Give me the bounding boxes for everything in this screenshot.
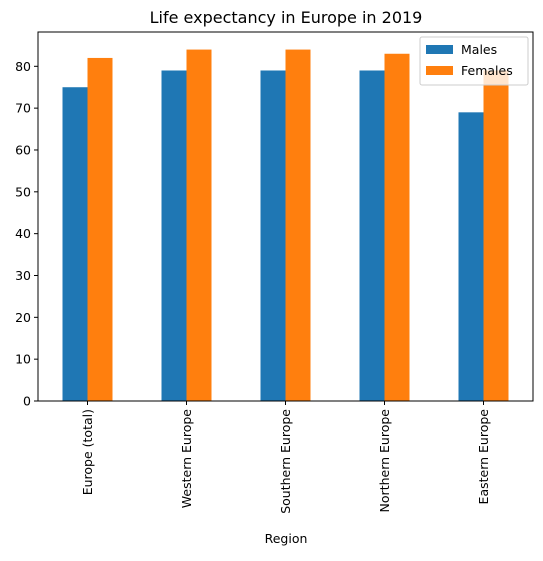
y-tick-label: 40 [15,226,31,241]
y-tick-label: 60 [15,142,31,157]
legend-swatch-males [426,45,453,54]
y-tick-label: 10 [15,352,31,367]
bar-females-western-europe [186,49,212,401]
legend: Males Females [419,36,529,86]
bars-layer [62,49,509,402]
legend-label-females: Females [461,63,513,78]
y-tick-label: 0 [23,394,31,409]
x-axis-label: Region [265,531,308,546]
bar-females-eastern-europe [483,70,509,401]
bar-males-western-europe [161,70,187,401]
legend-swatch-females [426,66,453,75]
axes-layer: 0 10 20 30 40 50 60 70 80 Europe (total) Western E… [15,31,534,514]
bar-females-europe-total [87,57,113,401]
bar-females-southern-europe [285,49,311,401]
x-tick-label: Europe (total) [80,409,95,495]
y-tick-label: 70 [15,101,31,116]
x-tick-label: Western Europe [179,409,194,509]
chart-title: Life expectancy in Europe in 2019 [150,8,423,27]
y-tick-label: 20 [15,310,31,325]
bar-females-northern-europe [384,53,410,402]
bar-males-europe-total [62,87,88,401]
bar-males-northern-europe [359,70,385,401]
y-tick-label: 80 [15,59,31,74]
x-tick-label: Southern Europe [278,409,293,514]
legend-label-males: Males [461,42,497,57]
x-tick-label: Northern Europe [377,409,392,513]
y-tick-label: 50 [15,184,31,199]
bar-males-southern-europe [260,70,286,401]
y-tick-label: 30 [15,268,31,283]
bar-males-eastern-europe [458,112,484,401]
x-tick-label: Eastern Europe [476,409,491,505]
